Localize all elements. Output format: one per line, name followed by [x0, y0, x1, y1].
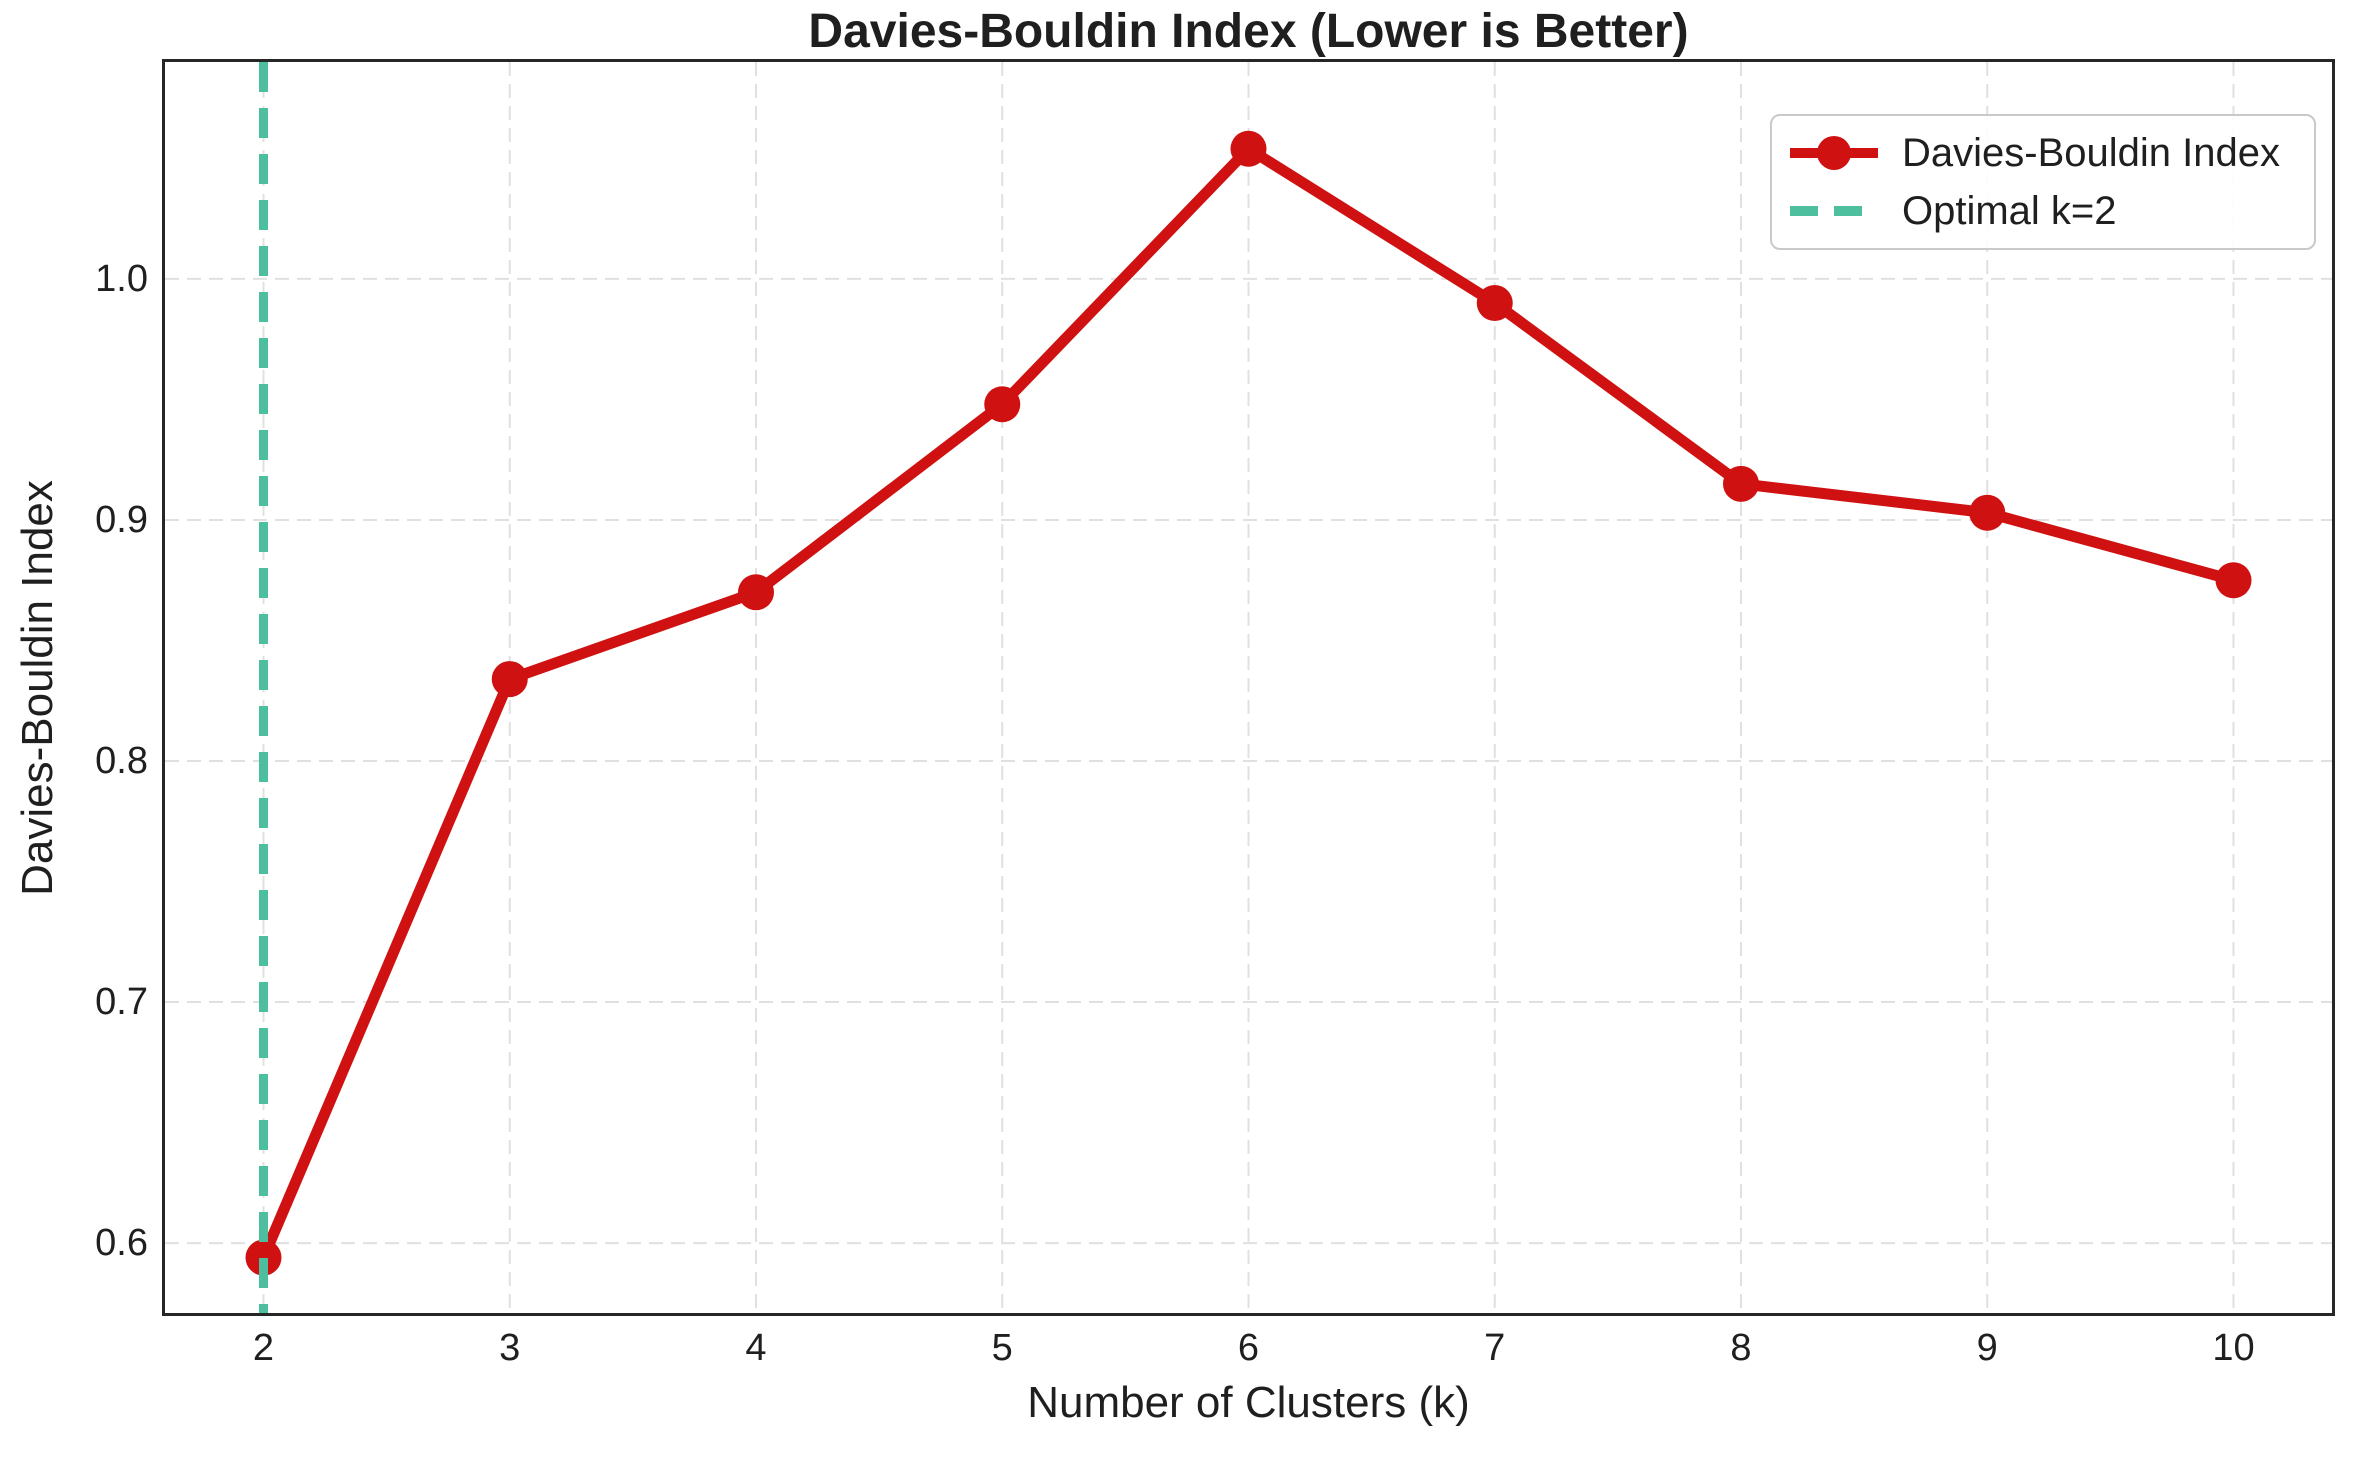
- optimal-k-dashed-line-sample-icon: [1790, 206, 1878, 216]
- data-point-k8: [1723, 465, 1759, 502]
- data-point-k3: [491, 661, 528, 698]
- legend-entry-vline: Optimal k=2: [1786, 186, 2296, 236]
- y-tick-label: 1.0: [95, 257, 148, 300]
- x-tick-label: 3: [499, 1327, 521, 1369]
- plot-canvas: [165, 62, 2332, 1313]
- data-point-k4: [738, 574, 774, 611]
- data-point-k5: [984, 386, 1021, 423]
- x-tick-label: 6: [1237, 1327, 1260, 1369]
- data-point-k6: [1230, 130, 1267, 167]
- data-point-k2: [245, 1239, 282, 1276]
- legend-label-vline: Optimal k=2: [1902, 188, 2117, 233]
- y-tick-label: 0.8: [95, 740, 148, 783]
- x-axis-label: Number of Clusters (k): [1027, 1378, 1470, 1427]
- x-tick-label: 10: [2212, 1327, 2255, 1369]
- series-line-sample-icon: [1790, 136, 1878, 170]
- x-tick-label: 2: [252, 1327, 275, 1369]
- legend-series-marker: [1817, 136, 1851, 170]
- legend-entry-series: Davies-Bouldin Index: [1786, 128, 2296, 178]
- data-point-k10: [2215, 562, 2252, 599]
- y-tick-label: 0.9: [95, 498, 148, 541]
- plot-area: [162, 59, 2335, 1316]
- x-tick-label: 7: [1484, 1327, 1506, 1369]
- x-tick-label: 5: [991, 1327, 1013, 1369]
- y-axis-label: Davies-Bouldin Index: [13, 480, 62, 896]
- data-point-k7: [1476, 285, 1513, 322]
- chart-title: Davies-Bouldin Index (Lower is Better): [808, 5, 1689, 58]
- x-tick-label: 9: [1976, 1327, 1998, 1369]
- y-tick-label: 0.6: [95, 1222, 148, 1265]
- x-tick-label: 4: [745, 1327, 767, 1369]
- data-point-k9: [1969, 494, 2006, 531]
- legend-label-series: Davies-Bouldin Index: [1902, 130, 2280, 175]
- y-tick-label: 0.7: [95, 981, 148, 1024]
- legend: Davies-Bouldin Index Optimal k=2: [1770, 114, 2316, 250]
- x-tick-label: 8: [1730, 1327, 1752, 1369]
